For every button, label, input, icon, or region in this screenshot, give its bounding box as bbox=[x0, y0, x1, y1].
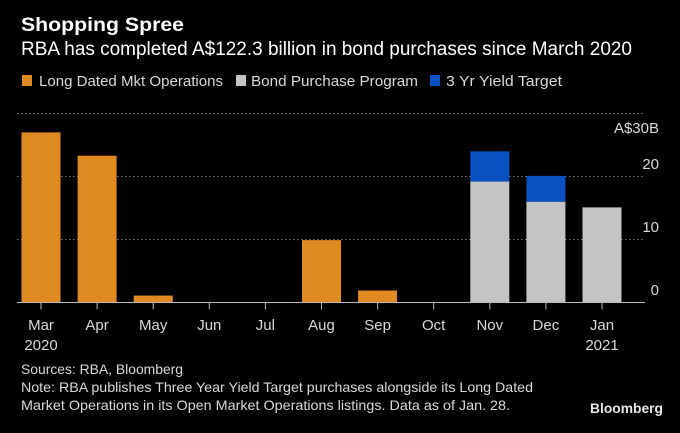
y-tick-label: A$30B bbox=[614, 120, 659, 137]
bar-sep bbox=[358, 290, 398, 303]
y-tick-label: 10 bbox=[642, 219, 659, 236]
bar-apr bbox=[77, 155, 117, 303]
bar-aug bbox=[302, 240, 341, 303]
note-line-1: Note: RBA publishes Three Year Yield Tar… bbox=[21, 379, 533, 395]
bar-jan bbox=[582, 207, 622, 303]
bars bbox=[21, 132, 622, 303]
y-tick-label: 0 bbox=[651, 282, 659, 299]
x-tick-label: Mar bbox=[28, 317, 54, 334]
x-tick-label: May bbox=[139, 317, 168, 334]
x-tick-label: Nov bbox=[476, 317, 503, 334]
y-tick-label: 20 bbox=[642, 156, 659, 173]
chart-title: Shopping Spree bbox=[21, 15, 184, 36]
legend: Long Dated Mkt Operations Bond Purchase P… bbox=[22, 73, 563, 90]
legend-label: 3 Yr Yield Target bbox=[446, 73, 563, 90]
x-tick-label: Aug bbox=[308, 317, 335, 334]
legend-swatch bbox=[430, 75, 440, 86]
x-tick-year: 2021 bbox=[585, 337, 618, 354]
x-tick-label: Apr bbox=[85, 317, 108, 334]
gridlines bbox=[17, 113, 645, 240]
bloomberg-logo: Bloomberg bbox=[590, 400, 663, 416]
x-axis: Mar 2020 Apr May Jun Jul Aug Sep Oct Nov Dec Jan 202… bbox=[17, 302, 645, 354]
note-line-2: Market Operations in its Open Market Ope… bbox=[21, 397, 510, 413]
x-tick-label: Oct bbox=[422, 317, 446, 334]
x-tick-year: 2020 bbox=[24, 337, 57, 354]
bar-may bbox=[133, 295, 173, 303]
x-tick-label: Jul bbox=[256, 317, 275, 334]
legend-swatch bbox=[22, 75, 32, 86]
legend-label: Long Dated Mkt Operations bbox=[39, 73, 223, 90]
chart-subtitle: RBA has completed A$122.3 billion in bon… bbox=[21, 39, 632, 60]
bar-dec bbox=[526, 201, 566, 303]
legend-swatch bbox=[236, 75, 246, 86]
bar-dec bbox=[526, 175, 566, 202]
bar-nov bbox=[470, 151, 510, 182]
bar-nov bbox=[470, 181, 510, 303]
x-tick-label: Jun bbox=[197, 317, 221, 334]
bar-mar bbox=[21, 132, 61, 303]
sources-text: Sources: RBA, Bloomberg bbox=[21, 361, 183, 377]
x-tick-label: Dec bbox=[533, 317, 560, 334]
x-tick-label: Jan bbox=[590, 317, 614, 334]
legend-label: Bond Purchase Program bbox=[251, 73, 418, 90]
y-axis: 0 10 20 A$30B bbox=[614, 120, 659, 299]
x-tick-label: Sep bbox=[364, 317, 391, 334]
